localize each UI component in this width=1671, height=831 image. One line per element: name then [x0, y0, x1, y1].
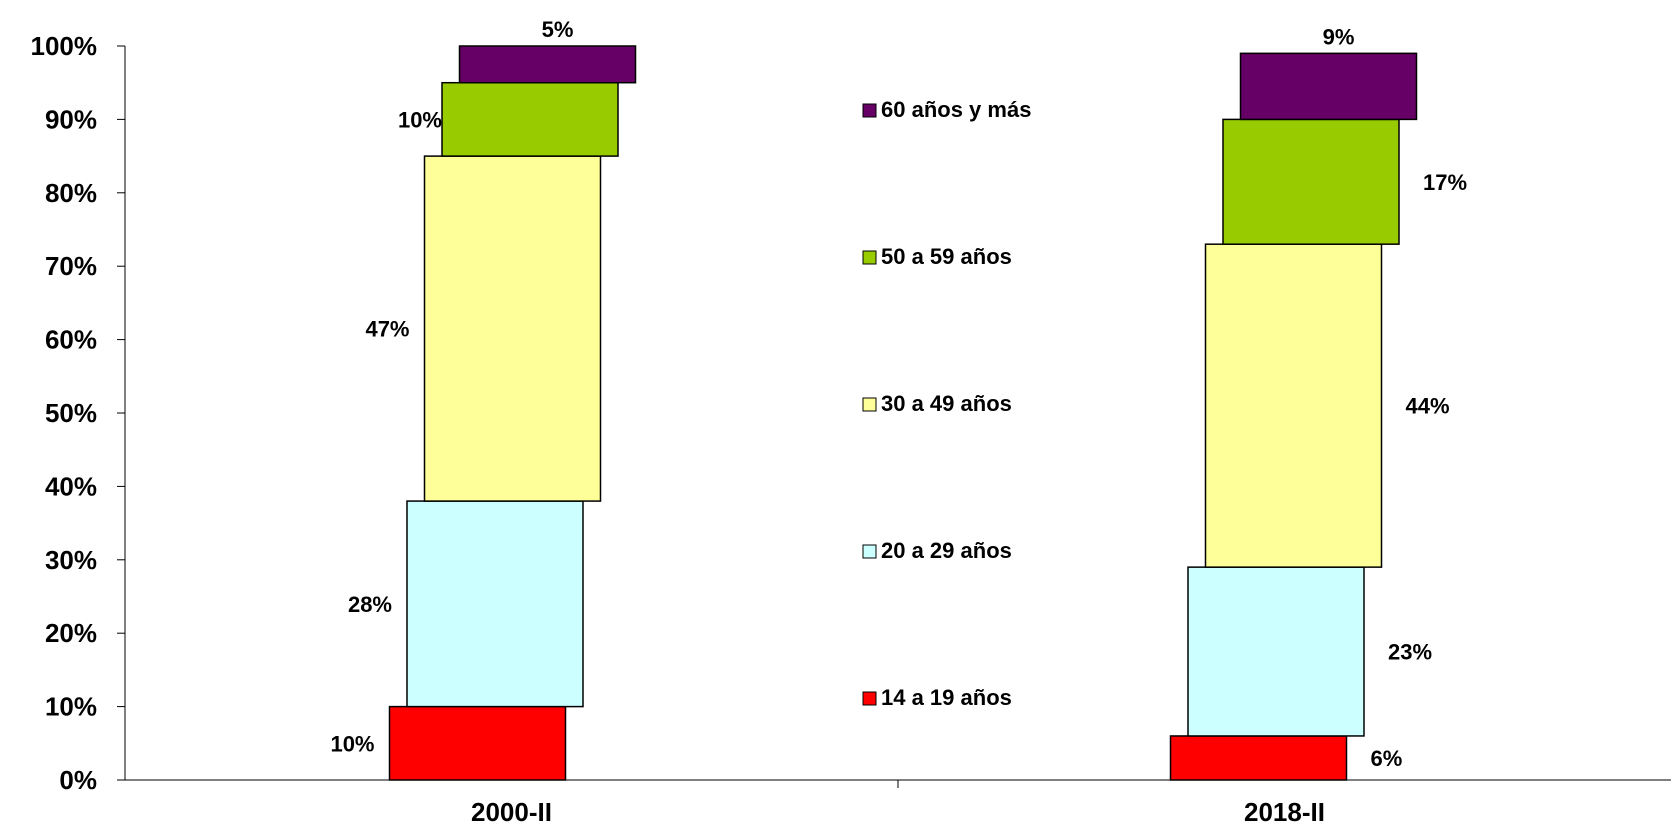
bar-segment — [423, 155, 602, 502]
y-tick-label: 90% — [45, 104, 97, 134]
bars — [388, 45, 1418, 781]
data-labels: 10% 28% 47% 10% 5% 6% 23% 44% 17% 9% — [330, 17, 1467, 771]
bar-segment — [406, 500, 584, 708]
legend-label: 14 a 19 años — [881, 685, 1012, 710]
data-label: 10% — [398, 107, 442, 132]
bar-segment — [458, 45, 637, 84]
y-tick-label: 30% — [45, 545, 97, 575]
y-tick-label: 50% — [45, 398, 97, 428]
legend-label: 30 a 49 años — [881, 391, 1012, 416]
y-tick-label: 70% — [45, 251, 97, 281]
bar-segment — [1169, 735, 1348, 781]
bar-segment — [1204, 243, 1383, 568]
legend-label: 20 a 29 años — [881, 538, 1012, 563]
legend-swatch — [862, 250, 877, 265]
data-label: 28% — [348, 592, 392, 617]
y-axis: 0% 10% 20% 30% 40% 50% 60% 70% 80% 90% 100% — [31, 31, 126, 795]
data-label: 44% — [1406, 394, 1450, 419]
bar-segment — [1239, 52, 1418, 121]
y-tick-label: 40% — [45, 471, 97, 501]
bar-segment — [1187, 566, 1365, 737]
y-tick-label: 0% — [59, 765, 97, 795]
x-tick-label: 2000-II — [471, 797, 552, 827]
x-tick-label: 2018-II — [1244, 797, 1325, 827]
bar-segment — [441, 81, 619, 157]
bar-segment — [388, 705, 567, 781]
y-tick-label: 100% — [31, 31, 98, 61]
data-label: 17% — [1423, 170, 1467, 195]
legend-swatch — [862, 544, 877, 559]
data-label: 5% — [542, 17, 574, 42]
data-label: 9% — [1323, 24, 1355, 49]
data-label: 47% — [365, 317, 409, 342]
y-tick-label: 20% — [45, 618, 97, 648]
data-label: 6% — [1371, 746, 1403, 771]
data-label: 10% — [330, 731, 374, 756]
y-tick-label: 10% — [45, 692, 97, 722]
legend-swatch — [862, 397, 877, 412]
y-tick-label: 60% — [45, 325, 97, 355]
legend-swatch — [862, 691, 877, 706]
legend-label: 50 a 59 años — [881, 244, 1012, 269]
bar-segment — [1222, 118, 1400, 245]
legend-label: 60 años y más — [881, 97, 1031, 122]
data-label: 23% — [1388, 640, 1432, 665]
legend-swatch — [862, 103, 877, 118]
legend: 60 años y más 50 a 59 años 30 a 49 años 20 … — [862, 97, 1031, 710]
x-axis: 2000-II 2018-II — [125, 779, 1671, 827]
y-tick-label: 80% — [45, 178, 97, 208]
